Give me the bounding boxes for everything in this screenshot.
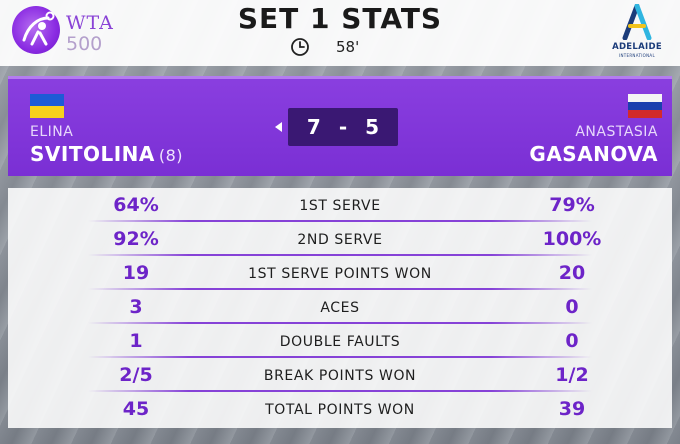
row-divider — [88, 288, 592, 290]
player1-stat: 1 — [129, 330, 143, 352]
row-divider — [88, 322, 592, 324]
player1-stat: 19 — [122, 262, 150, 284]
stat-label: DOUBLE FAULTS — [279, 334, 401, 350]
player2-stat: 100% — [542, 228, 602, 250]
stat-row: 2/5 BREAK POINTS WON 1/2 — [8, 358, 672, 392]
wta-brand: WTA — [66, 12, 114, 34]
stat-label: TOTAL POINTS WON — [265, 402, 415, 418]
row-divider — [88, 356, 592, 358]
set-score: 7 - 5 — [288, 108, 398, 146]
stat-label: BREAK POINTS WON — [263, 368, 417, 384]
score-separator: - — [338, 115, 348, 139]
russia-flag-icon — [628, 94, 662, 118]
stat-row: 92% 2ND SERVE 100% — [8, 222, 672, 256]
wta-tier: 500 — [66, 33, 103, 55]
player1-stat: 3 — [129, 296, 143, 318]
player2-stat: 0 — [565, 330, 579, 352]
stats-table: 64% 1ST SERVE 79% 92% 2ND SERVE 100% 19 … — [8, 188, 672, 428]
player2-games: 5 — [365, 115, 380, 139]
tournament-subtitle: INTERNATIONAL — [619, 53, 655, 58]
player2-first-name: ANASTASIA — [575, 124, 658, 140]
stat-row: 19 1ST SERVE POINTS WON 20 — [8, 256, 672, 290]
stat-label: 1ST SERVE POINTS WON — [248, 266, 432, 282]
ukraine-flag-icon — [30, 94, 64, 118]
player1-first-name: ELINA — [30, 124, 74, 140]
stat-row: 45 TOTAL POINTS WON 39 — [8, 392, 672, 426]
stat-row: 64% 1ST SERVE 79% — [8, 188, 672, 222]
player2-stat: 1/2 — [555, 364, 589, 386]
stat-label: 1ST SERVE — [299, 198, 381, 214]
player2-stat: 79% — [549, 194, 595, 216]
player1-stat: 64% — [113, 194, 159, 216]
stat-label: ACES — [320, 300, 360, 316]
adelaide-a-icon — [622, 4, 652, 40]
player1-stat: 45 — [122, 398, 150, 420]
player1-seed: (8) — [158, 146, 184, 165]
wta-player-icon — [12, 6, 60, 54]
serve-indicator-icon — [275, 122, 282, 132]
duration-value: 58' — [336, 38, 360, 56]
row-divider — [88, 220, 592, 222]
wta-500-logo: WTA 500 — [12, 6, 122, 56]
player2-stat: 0 — [565, 296, 579, 318]
player1-stat: 92% — [113, 228, 159, 250]
player1-surname: SVITOLINA — [30, 142, 155, 166]
clock-icon — [291, 38, 309, 56]
player1-last-name: SVITOLINA (8) — [30, 142, 183, 166]
page-title: SET 1 STATS — [237, 2, 443, 35]
scoreboard: ELINA SVITOLINA (8) 7 - 5 ANASTASIA GASAN… — [8, 76, 672, 176]
player1-games: 7 — [306, 115, 321, 139]
player2-stat: 39 — [558, 398, 586, 420]
adelaide-international-logo: ADELAIDE INTERNATIONAL — [600, 4, 674, 62]
stat-label: 2ND SERVE — [297, 232, 383, 248]
match-duration: 58' — [290, 36, 359, 58]
player1-stat: 2/5 — [119, 364, 153, 386]
row-divider — [88, 390, 592, 392]
player2-last-name: GASANOVA — [529, 142, 658, 166]
stat-row: 1 DOUBLE FAULTS 0 — [8, 324, 672, 358]
row-divider — [88, 254, 592, 256]
header: WTA 500 SET 1 STATS 58' ADELAIDE INTERNA… — [0, 0, 680, 66]
stat-row: 3 ACES 0 — [8, 290, 672, 324]
player2-stat: 20 — [558, 262, 586, 284]
tournament-name: ADELAIDE — [612, 42, 662, 52]
